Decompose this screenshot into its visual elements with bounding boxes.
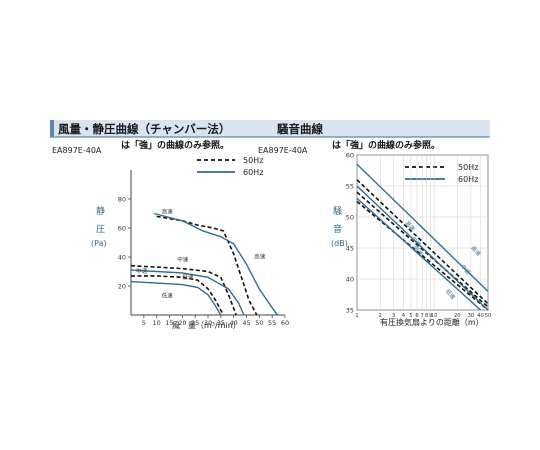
left-x-tick-label: 50 bbox=[255, 319, 263, 327]
left-y-axis-title-3: (Pa) bbox=[91, 239, 107, 248]
right-x-tick-label: 3 bbox=[392, 313, 395, 319]
left-annotation: 低速 bbox=[162, 292, 174, 300]
right-y-tick-label: 50 bbox=[346, 214, 354, 222]
right-model-label: EA897E-40A bbox=[258, 146, 308, 155]
left-x-axis-title: 風 量（m³/min） bbox=[172, 321, 241, 330]
right-x-tick-label: 5 bbox=[409, 313, 412, 319]
left-series-line bbox=[153, 212, 278, 316]
left-y-axis-title-1: 静 bbox=[96, 205, 105, 217]
left-legend-50hz-label: 50Hz bbox=[243, 156, 263, 165]
left-plot-area: 5 10 15 20 25 30 35 40 45 50 55 6020406080高速中速中速低速高… bbox=[118, 170, 289, 327]
left-x-tick-label: 60 bbox=[281, 319, 289, 327]
left-y-axis-title-2: 圧 bbox=[96, 224, 105, 235]
right-series-line bbox=[356, 185, 489, 311]
right-y-axis-title-1: 騒 bbox=[333, 206, 342, 217]
right-y-tick-label: 45 bbox=[346, 245, 354, 253]
left-legend: 50Hz 60Hz bbox=[197, 156, 263, 177]
right-y-tick-label: 55 bbox=[346, 183, 354, 191]
header-accent-left bbox=[50, 120, 54, 137]
right-y-tick-label: 60 bbox=[346, 152, 354, 160]
right-x-tick-label: 7 bbox=[421, 313, 424, 319]
left-x-tick-label: 10 bbox=[153, 319, 161, 327]
left-annotation: 中速 bbox=[177, 255, 189, 263]
right-x-tick-label: 20 bbox=[454, 313, 461, 319]
left-y-tick-label: 40 bbox=[118, 254, 126, 262]
left-annotation: 低速 bbox=[182, 273, 194, 281]
right-x-tick-label: 4 bbox=[402, 313, 406, 319]
left-x-tick-label: 15 bbox=[165, 319, 173, 327]
right-legend-50hz-label: 50Hz bbox=[458, 163, 478, 172]
header-left-title: 風量・静圧曲線（チャンバー法） bbox=[58, 122, 230, 136]
right-y-axis-title-3: (dB) bbox=[331, 239, 348, 248]
right-x-tick-label: 8 bbox=[425, 313, 428, 319]
left-annotation: 中速 bbox=[136, 267, 148, 275]
right-legend: 50Hz 60Hz bbox=[405, 163, 478, 184]
left-series-line bbox=[131, 275, 225, 316]
right-y-axis-title-2: 音 bbox=[333, 223, 342, 235]
right-series-line bbox=[356, 163, 489, 292]
right-y-tick-label: 40 bbox=[346, 276, 354, 284]
left-legend-60hz-label: 60Hz bbox=[243, 168, 263, 177]
left-x-tick-label: 40 bbox=[230, 319, 238, 327]
header-right-title: 騒音曲線 bbox=[277, 122, 323, 136]
right-x-tick-label: 10 bbox=[431, 313, 438, 319]
left-x-tick-label: 20 bbox=[178, 319, 186, 327]
left-x-tick-label: 45 bbox=[242, 319, 250, 327]
right-note: は「強」の曲線のみ参照。 bbox=[332, 139, 440, 151]
right-x-tick-label: 2 bbox=[379, 313, 382, 319]
left-y-tick-label: 60 bbox=[118, 225, 126, 233]
right-annotation: 低速 bbox=[444, 287, 458, 301]
right-series-line bbox=[356, 200, 489, 311]
left-annotation: 高速 bbox=[162, 208, 174, 216]
right-series-line bbox=[356, 179, 489, 305]
right-x-tick-label: 50 bbox=[485, 313, 492, 319]
header-band bbox=[50, 120, 490, 137]
left-note: は「強」の曲線のみ参照。 bbox=[121, 139, 229, 151]
left-x-tick-label: 25 bbox=[191, 319, 199, 327]
left-x-tick-label: 55 bbox=[268, 319, 276, 327]
left-series-line bbox=[156, 215, 258, 316]
left-series-line bbox=[130, 269, 245, 316]
left-x-tick-label: 35 bbox=[217, 319, 225, 327]
right-series-line bbox=[356, 197, 481, 311]
right-x-tick-label: 9 bbox=[429, 313, 432, 319]
right-annotation: 高速 bbox=[469, 244, 483, 258]
left-x-tick-label: 30 bbox=[204, 319, 212, 327]
right-x-tick-label: 30 bbox=[468, 313, 475, 319]
left-y-tick-label: 20 bbox=[118, 283, 126, 291]
right-series-line bbox=[356, 191, 489, 308]
right-x-tick-label: 6 bbox=[415, 313, 418, 319]
left-annotation: 高速 bbox=[254, 252, 266, 260]
right-x-tick-label: 40 bbox=[477, 313, 484, 319]
left-x-tick-label: 5 bbox=[142, 319, 146, 327]
right-y-tick-label: 35 bbox=[346, 307, 354, 315]
right-x-tick-label: 1 bbox=[355, 313, 358, 319]
right-legend-60hz-label: 60Hz bbox=[458, 175, 478, 184]
left-series-line bbox=[130, 280, 222, 316]
left-y-tick-label: 80 bbox=[118, 196, 126, 204]
left-model-label: EA897E-40A bbox=[52, 146, 102, 155]
right-x-axis-title: 有圧換気扇よりの距離（m） bbox=[380, 317, 484, 327]
